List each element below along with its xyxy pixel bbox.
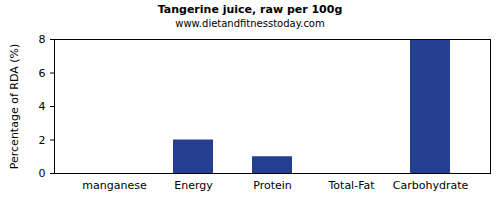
svg-text:manganese: manganese xyxy=(82,179,147,192)
svg-text:Energy: Energy xyxy=(174,179,213,192)
html-text:www.dietandfitnesstoday.com: www.dietandfitnesstoday.com xyxy=(175,18,325,29)
svg-text:8: 8 xyxy=(39,33,46,46)
svg-text:Percentage of RDA (%): Percentage of RDA (%) xyxy=(8,44,21,169)
svg-text:Carbohydrate: Carbohydrate xyxy=(393,179,469,192)
svg-text:2: 2 xyxy=(39,134,46,147)
svg-text:Protein: Protein xyxy=(253,179,292,192)
svg-text:Total-Fat: Total-Fat xyxy=(327,179,375,192)
svg-text:4: 4 xyxy=(39,100,46,113)
svg-text:0: 0 xyxy=(39,167,46,180)
svg-text:6: 6 xyxy=(39,67,46,80)
html-text:Tangerine juice, raw per 100g: Tangerine juice, raw per 100g xyxy=(157,3,343,16)
